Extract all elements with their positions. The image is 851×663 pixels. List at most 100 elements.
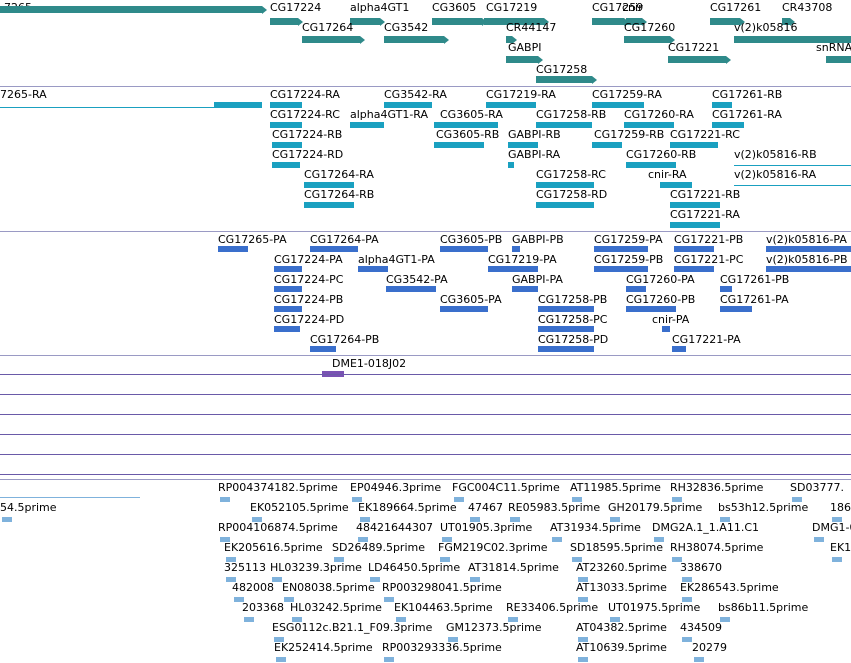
gene-feature[interactable] [506, 36, 512, 43]
protein-feature[interactable] [512, 286, 538, 292]
est-label[interactable]: EK052105.5prime [250, 501, 349, 514]
est-label[interactable]: SD26489.5prime [332, 541, 425, 554]
est-label[interactable]: SD03777. [790, 481, 844, 494]
est-feature[interactable] [610, 517, 620, 522]
transcript-label[interactable]: CG3605-RB [436, 128, 500, 141]
transcript-label[interactable]: CG17221-RC [670, 128, 740, 141]
est-feature[interactable] [284, 597, 294, 602]
est-feature[interactable] [672, 557, 682, 562]
transcript-feature[interactable] [508, 142, 538, 148]
transcript-feature[interactable] [508, 162, 514, 168]
protein-feature[interactable] [218, 246, 248, 252]
transcript-feature[interactable] [536, 182, 594, 188]
gene-label[interactable]: CR44147 [506, 21, 557, 34]
est-label[interactable]: 48421644307 [356, 521, 433, 534]
transcript-feature[interactable] [660, 182, 692, 188]
transcript-feature[interactable] [384, 102, 432, 108]
gene-label[interactable]: CG17221 [668, 41, 720, 54]
est-label[interactable]: AT04382.5prime [576, 621, 667, 634]
protein-feature[interactable] [674, 266, 714, 272]
protein-feature[interactable] [440, 306, 488, 312]
gene-feature[interactable] [624, 36, 670, 43]
est-feature[interactable] [226, 557, 236, 562]
est-label[interactable]: EK104463.5prime [394, 601, 493, 614]
est-label[interactable]: AT13033.5prime [576, 581, 667, 594]
transcript-label[interactable]: CG17224-RA [270, 88, 340, 101]
transcript-feature[interactable] [670, 222, 720, 228]
est-feature[interactable] [252, 517, 262, 522]
gene-label[interactable]: CG17260 [624, 21, 676, 34]
est-feature[interactable] [814, 537, 824, 542]
est-label[interactable]: 203368 [242, 601, 284, 614]
transcript-label[interactable]: CG17258-RC [536, 168, 606, 181]
protein-label[interactable]: CG17221-PC [674, 253, 744, 266]
est-feature[interactable] [578, 597, 588, 602]
est-feature[interactable] [578, 657, 588, 662]
transcript-label[interactable]: GABPI-RB [508, 128, 561, 141]
gene-label[interactable]: CG17219 [486, 1, 538, 14]
est-label[interactable]: EK205616.5prime [224, 541, 323, 554]
protein-feature[interactable] [274, 326, 300, 332]
gene-label[interactable]: CR43708 [782, 1, 833, 14]
est-label[interactable]: RP004374182.5prime [218, 481, 338, 494]
est-label[interactable]: 186 [830, 501, 851, 514]
transcript-label[interactable]: CG17224-RC [270, 108, 340, 121]
est-label[interactable]: 47467 [468, 501, 503, 514]
est-label[interactable]: 434509 [680, 621, 722, 634]
gene-feature[interactable] [668, 56, 726, 63]
gene-label[interactable]: snRNA [816, 41, 851, 54]
est-feature[interactable] [220, 497, 230, 502]
transcript-feature[interactable] [434, 122, 498, 128]
gene-feature[interactable] [734, 36, 851, 43]
protein-label[interactable]: CG17259-PA [594, 233, 663, 246]
gene-label[interactable]: CG17258 [536, 63, 588, 76]
est-feature[interactable] [578, 637, 588, 642]
est-feature[interactable] [384, 657, 394, 662]
protein-feature[interactable] [512, 246, 520, 252]
est-feature[interactable] [682, 597, 692, 602]
protein-label[interactable]: cnir-PA [652, 313, 690, 326]
est-label[interactable]: AT10639.5prime [576, 641, 667, 654]
gene-feature[interactable] [350, 18, 380, 25]
est-label[interactable]: UT01975.5prime [608, 601, 701, 614]
protein-label[interactable]: CG17258-PB [538, 293, 608, 306]
protein-feature[interactable] [274, 306, 302, 312]
protein-label[interactable]: CG17261-PB [720, 273, 790, 286]
gene-feature[interactable] [302, 36, 360, 43]
protein-feature[interactable] [538, 306, 594, 312]
protein-label[interactable]: v(2)k05816-PB [766, 253, 848, 266]
transcript-label[interactable]: CG17261-RB [712, 88, 783, 101]
protein-feature[interactable] [538, 346, 594, 352]
gene-label[interactable]: alpha4GT1 [350, 1, 410, 14]
est-feature[interactable] [220, 537, 230, 542]
transcript-feature[interactable] [624, 122, 674, 128]
est-label[interactable]: 20279 [692, 641, 727, 654]
gene-label[interactable]: CG17264 [302, 21, 354, 34]
protein-label[interactable]: CG17265-PA [218, 233, 287, 246]
est-label[interactable]: 325113 [224, 561, 266, 574]
transcript-label[interactable]: CG17264-RA [304, 168, 374, 181]
est-label[interactable]: DMG2A.1_1.A11.C1 [652, 521, 760, 534]
est-feature[interactable] [578, 577, 588, 582]
protein-label[interactable]: CG17224-PD [274, 313, 345, 326]
protein-feature[interactable] [310, 346, 336, 352]
transcript-feature[interactable] [712, 102, 732, 108]
transcript-label[interactable]: CG17258-RB [536, 108, 607, 121]
gene-feature[interactable] [592, 18, 624, 25]
est-label[interactable]: EK1 [830, 541, 851, 554]
est-label[interactable]: HL03239.3prime [270, 561, 362, 574]
protein-label[interactable]: CG17224-PA [274, 253, 343, 266]
transcript-feature[interactable] [304, 202, 354, 208]
gene-feature[interactable] [536, 76, 592, 83]
gene-label[interactable]: CG17224 [270, 1, 322, 14]
est-feature[interactable] [370, 577, 380, 582]
protein-feature[interactable] [594, 246, 648, 252]
gene-label[interactable]: CG17259 [592, 1, 644, 14]
est-label[interactable]: GM12373.5prime [446, 621, 542, 634]
protein-feature[interactable] [626, 286, 646, 292]
est-feature[interactable] [276, 657, 286, 662]
est-feature[interactable] [352, 497, 362, 502]
est-feature[interactable] [442, 537, 452, 542]
est-label[interactable]: EK286543.5prime [680, 581, 779, 594]
est-label[interactable]: 338670 [680, 561, 722, 574]
